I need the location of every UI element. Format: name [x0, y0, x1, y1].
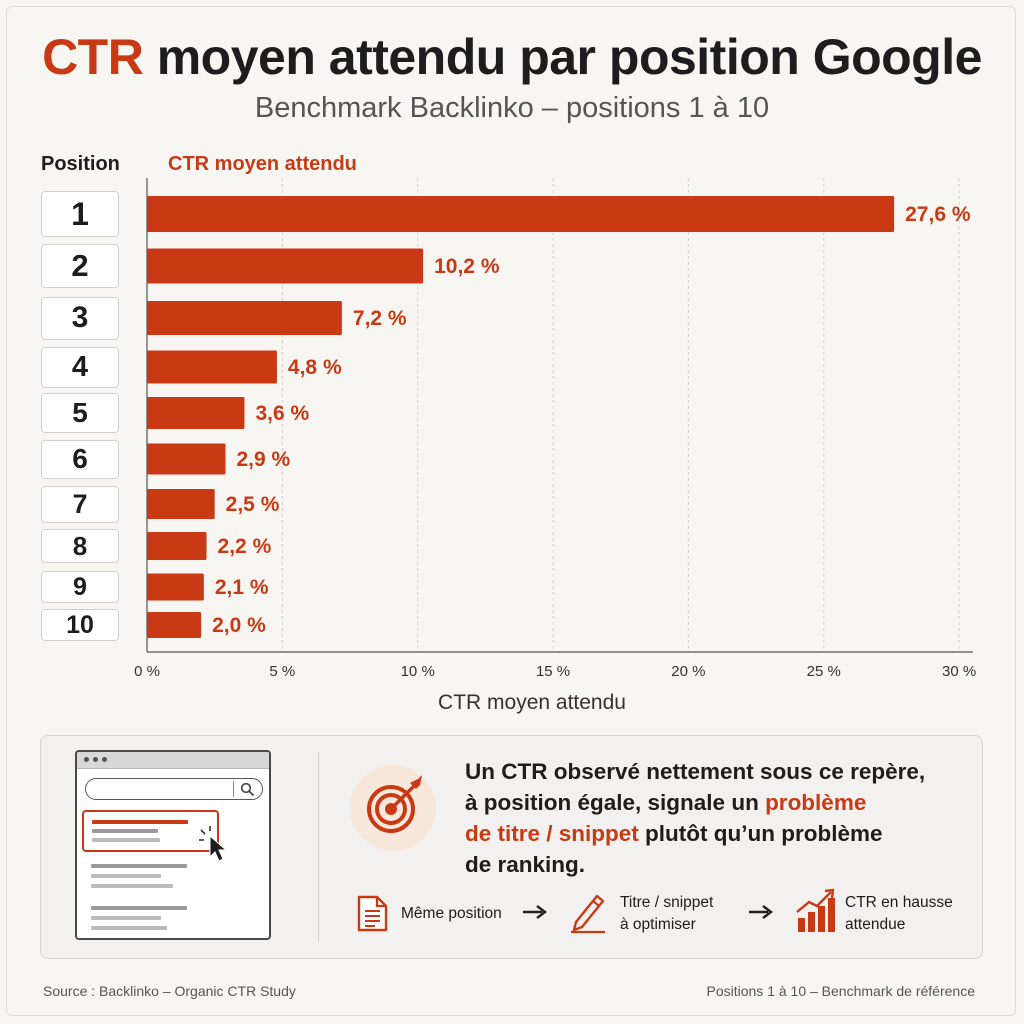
position-label: 1	[41, 191, 119, 237]
bar	[147, 248, 424, 284]
ctr-bar-chart: 0 % 5 % 10 % 15 % 20 % 25 % 30 % CTR moyen atte…	[134, 178, 976, 714]
target-icon	[367, 775, 422, 833]
bar-value-label: 4,8 %	[288, 356, 342, 379]
bar	[147, 350, 277, 384]
bar	[147, 397, 245, 429]
browser-title-bar	[77, 752, 269, 769]
insight-message: Un CTR observé nettement sous ce repère,…	[465, 756, 965, 880]
bar-value-label: 2,2 %	[218, 535, 272, 558]
x-tick-label: 5 %	[269, 663, 295, 680]
arrow-right-icon	[749, 905, 773, 919]
step-title-snippet: Titre / snippet à optimiser	[620, 894, 714, 933]
bar	[147, 443, 226, 475]
panel-divider	[318, 752, 319, 942]
insight-line-4: de ranking.	[465, 852, 586, 877]
x-tick-label: 25 %	[807, 663, 841, 680]
x-tick-label: 15 %	[536, 663, 570, 680]
position-label: 2	[41, 244, 119, 288]
insight-line-3: de titre / snippet plutôt qu’un problème	[465, 821, 883, 846]
serp-search-box	[85, 778, 263, 800]
arrow-right-icon	[523, 905, 547, 919]
document-icon	[357, 895, 388, 932]
position-column-header: Position	[41, 153, 120, 175]
insight-line-2: à position égale, signale un problème	[465, 790, 867, 815]
bar	[147, 612, 202, 638]
bar-value-label: 2,5 %	[226, 493, 280, 516]
position-label: 8	[41, 529, 119, 563]
step-ctr-increase: CTR en hausse attendue	[845, 894, 953, 933]
bar-value-label: 2,1 %	[215, 576, 269, 599]
bar	[147, 196, 895, 232]
bar-value-label: 10,2 %	[434, 255, 500, 278]
bar-value-label: 7,2 %	[353, 307, 407, 330]
insight-line-1: Un CTR observé nettement sous ce repère,	[465, 759, 926, 784]
x-tick-label: 20 %	[671, 663, 705, 680]
serp-illustration	[75, 750, 271, 940]
bar-value-label: 2,9 %	[237, 448, 291, 471]
bar	[147, 489, 215, 519]
bar-value-label: 27,6 %	[905, 203, 971, 226]
x-axis-title: CTR moyen attendu	[438, 691, 626, 714]
position-label: 7	[41, 485, 119, 523]
rising-chart-icon	[796, 888, 835, 932]
ctr-column-header: CTR moyen attendu	[168, 153, 357, 175]
target-icon-badge	[350, 765, 436, 851]
page-title: CTR moyen attendu par position Google	[0, 28, 1024, 86]
position-label: 10	[41, 609, 119, 641]
position-label: 9	[41, 571, 119, 603]
bar	[147, 573, 204, 601]
bar	[147, 301, 342, 335]
x-tick-label: 10 %	[401, 663, 435, 680]
search-icon	[240, 782, 255, 797]
x-tick-label: 30 %	[942, 663, 976, 680]
cursor-icon	[199, 826, 228, 862]
highlighted-serp-result	[82, 810, 219, 852]
footer-note: Positions 1 à 10 – Benchmark de référenc…	[706, 983, 976, 999]
title-rest: moyen attendu par position Google	[143, 29, 983, 85]
bar-value-label: 2,0 %	[212, 614, 266, 637]
page-subtitle: Benchmark Backlinko – positions 1 à 10	[254, 92, 770, 124]
pencil-icon	[571, 894, 605, 934]
step-same-position: Même position	[401, 905, 502, 922]
bar-value-label: 3,6 %	[255, 402, 309, 425]
position-label: 6	[41, 439, 119, 479]
position-label: 5	[41, 393, 119, 433]
footer-source: Source : Backlinko – Organic CTR Study	[43, 983, 296, 999]
position-label: 3	[41, 296, 119, 340]
page-frame	[6, 6, 1016, 1016]
x-tick-label: 0 %	[134, 663, 160, 680]
position-label: 4	[41, 346, 119, 388]
bar	[147, 532, 207, 560]
title-accent: CTR	[42, 29, 144, 85]
